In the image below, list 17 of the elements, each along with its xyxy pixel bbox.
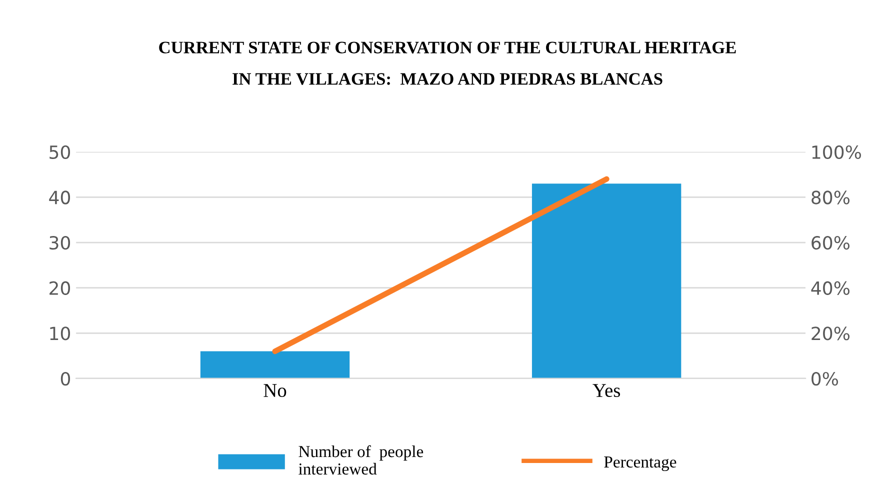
x-tick-label: No bbox=[264, 384, 286, 398]
y-tick-label: 40 bbox=[49, 190, 70, 204]
y2-tick-label: 60% bbox=[812, 236, 850, 250]
x-tick-label: Yes bbox=[592, 384, 620, 398]
legend-label: Number of people interviewed bbox=[298, 445, 424, 475]
y2-tick-label: 0% bbox=[812, 372, 838, 386]
y2-tick-label: 40% bbox=[811, 281, 850, 295]
y-tick-label: 0 bbox=[60, 372, 70, 386]
y-tick-label: 50 bbox=[50, 145, 70, 160]
y-tick-label: 10 bbox=[50, 326, 70, 340]
y2-tick-label: 20% bbox=[812, 326, 850, 340]
legend-label: Percentage bbox=[604, 456, 676, 472]
y-tick-label: 20 bbox=[50, 281, 70, 295]
y-tick-label: 30 bbox=[50, 236, 70, 250]
chart-title: CURRENT STATE OF CONSERVATION OF THE CULTURAL HERITAGE IN THE VILLAGES: MAZO AND PIEDRAS BLANCAS bbox=[159, 42, 736, 85]
y2-tick-label: 80% bbox=[812, 190, 850, 204]
y2-tick-label: 100% bbox=[812, 145, 861, 160]
